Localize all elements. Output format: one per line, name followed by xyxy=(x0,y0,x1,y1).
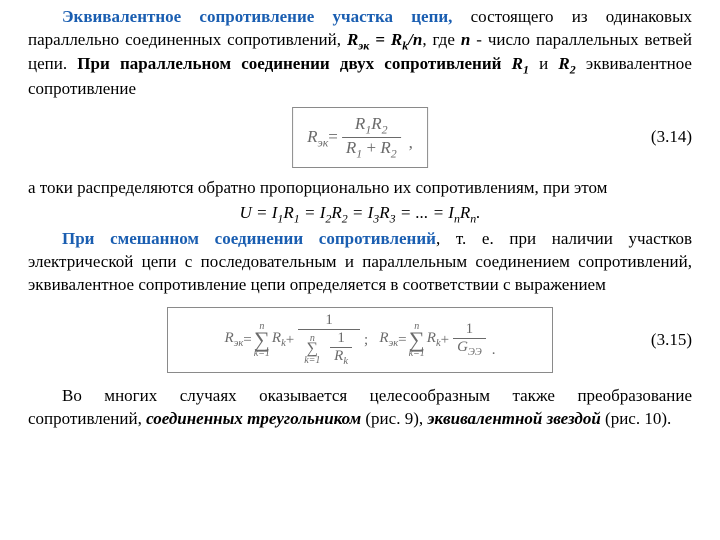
p1-Rek: Rэк xyxy=(347,30,369,49)
p1-R1: R1 xyxy=(512,54,529,73)
eq314-frac: R1R2 R1 + R2 xyxy=(342,114,401,161)
eq315-Rk1: Rk xyxy=(272,328,286,351)
p1-eq: = xyxy=(369,30,391,49)
p1-n: n xyxy=(413,30,422,49)
eq315-eq2: = xyxy=(398,330,406,350)
p4-t3: (рис. 10). xyxy=(601,409,671,428)
equation-3-15-row: Rэк = n ∑ k=1 Rk + 1 n ∑ k=1 1 xyxy=(28,301,692,379)
eq315-sum1: n ∑ k=1 xyxy=(254,322,270,358)
p1-n2: n xyxy=(461,30,470,49)
eq315-Rk2: Rk xyxy=(427,328,441,351)
eq314-number: (3.14) xyxy=(632,126,692,149)
eq315-bigfrac: 1 n ∑ k=1 1 Rk xyxy=(298,312,360,369)
eq315-semi: ; xyxy=(364,330,379,350)
p1-Rk: Rk xyxy=(391,30,408,49)
eq315-frac2: 1 GЭЭ xyxy=(453,321,486,359)
equation-3-14-row: Rэк = R1R2 R1 + R2 , (3.14) xyxy=(28,105,692,171)
p4-t2: (рис. 9), xyxy=(361,409,427,428)
eq315-plus1: + xyxy=(286,330,294,350)
p2-text: а токи распределяются обратно пропорцион… xyxy=(28,178,607,197)
para-3: При смешанном соединении сопротивлений, … xyxy=(28,228,692,297)
eq315-R2: Rэк xyxy=(379,328,398,351)
eq314-R: Rэк xyxy=(307,126,328,150)
eq315-number: (3.15) xyxy=(632,329,692,352)
eq315-eq1: = xyxy=(243,330,251,350)
p1-and: и xyxy=(529,54,558,73)
p4-b2: эквивалентной звездой xyxy=(427,409,600,428)
p4-b1: соединенных треугольником xyxy=(146,409,361,428)
p1-t2: , где xyxy=(422,30,460,49)
p1-bold: При параллельном соединении двух сопроти… xyxy=(77,54,511,73)
eq315-plus2: + xyxy=(441,330,449,350)
equation-inline: U = I1R1 = I2R2 = I3R3 = ... = InRn. xyxy=(28,202,692,226)
eq314-eq: = xyxy=(328,126,338,149)
eq315-R1: Rэк xyxy=(225,328,244,351)
eq315-dot: . xyxy=(492,340,496,368)
equation-3-15-box: Rэк = n ∑ k=1 Rk + 1 n ∑ k=1 1 xyxy=(167,307,553,374)
para-2: а токи распределяются обратно пропорцион… xyxy=(28,177,692,200)
para-1: Эквивалентное сопротивление участка цепи… xyxy=(28,6,692,101)
equation-3-14-box: Rэк = R1R2 R1 + R2 , xyxy=(292,107,428,168)
lead-term-2: При смешанном соединении сопротивлений xyxy=(62,229,436,248)
p1-R2: R2 xyxy=(558,54,575,73)
eq-inline-text: U = I1R1 = I2R2 = I3R3 = ... = InRn. xyxy=(240,203,481,222)
eq315-sum2: n ∑ k=1 xyxy=(409,322,425,358)
eq314-comma: , xyxy=(409,132,413,161)
para-4: Во многих случаях оказывается целесообра… xyxy=(28,385,692,431)
lead-term-1: Эквивалентное сопротивление участка цепи… xyxy=(62,7,452,26)
